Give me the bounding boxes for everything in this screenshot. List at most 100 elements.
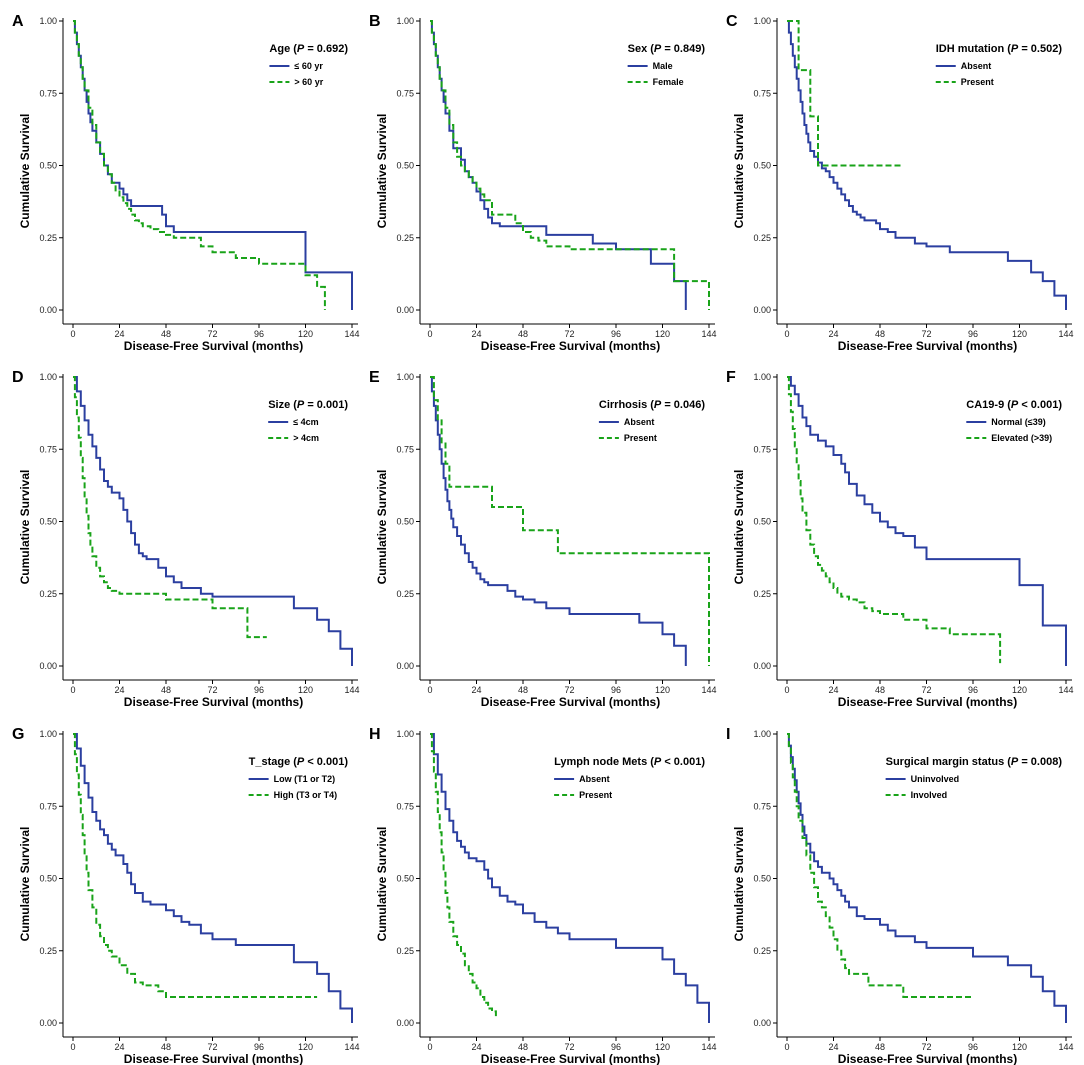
legend-title-part: P bbox=[654, 756, 662, 768]
y-tick-label: 0.50 bbox=[753, 874, 771, 884]
legend-label: ≤ 4cm bbox=[293, 417, 318, 427]
panel-letter-a: A bbox=[12, 13, 24, 30]
x-tick-label: 24 bbox=[114, 685, 124, 695]
x-tick-label: 120 bbox=[298, 329, 313, 339]
x-tick-label: 72 bbox=[207, 1042, 217, 1052]
y-axis-title: Cumulative Survival bbox=[732, 114, 746, 229]
y-axis-title: Cumulative Survival bbox=[375, 827, 389, 942]
panel-letter-f: F bbox=[726, 369, 736, 386]
legend-title-part: P bbox=[654, 43, 662, 55]
x-tick-label: 144 bbox=[1058, 685, 1073, 695]
y-tick-label: 0.75 bbox=[396, 444, 414, 454]
legend-label: Absent bbox=[961, 61, 992, 71]
survival-curve-solid bbox=[430, 733, 710, 1023]
y-tick-label: 0.50 bbox=[753, 161, 771, 171]
x-tick-label: 0 bbox=[784, 329, 789, 339]
x-tick-label: 24 bbox=[471, 685, 481, 695]
survival-curve-dashed bbox=[430, 733, 497, 1018]
x-axis-title: Disease-Free Survival (months) bbox=[124, 339, 303, 353]
legend-label: Female bbox=[653, 77, 684, 87]
x-axis-title: Disease-Free Survival (months) bbox=[124, 1052, 303, 1065]
panel-letter-i: I bbox=[726, 726, 730, 743]
survival-curve-dashed bbox=[430, 376, 710, 666]
y-tick-label: 0.25 bbox=[39, 946, 57, 956]
y-tick-label: 0.75 bbox=[396, 88, 414, 98]
x-tick-label: 48 bbox=[875, 329, 885, 339]
x-tick-label: 144 bbox=[1058, 1042, 1073, 1052]
x-tick-label: 0 bbox=[784, 685, 789, 695]
y-tick-label: 0.25 bbox=[753, 589, 771, 599]
x-tick-label: 144 bbox=[1058, 329, 1073, 339]
x-tick-label: 0 bbox=[70, 685, 75, 695]
x-tick-label: 48 bbox=[518, 685, 528, 695]
km-panel-a: A 0 24 48 72 96 120 144 0.00 0.25 0.50 0.75 1.00 Dise… bbox=[12, 13, 360, 353]
x-tick-label: 0 bbox=[784, 1042, 789, 1052]
y-tick-label: 1.00 bbox=[396, 729, 414, 739]
legend-title-part: Sex ( bbox=[628, 43, 655, 55]
x-tick-label: 120 bbox=[298, 685, 313, 695]
x-tick-label: 0 bbox=[70, 1042, 75, 1052]
x-tick-label: 72 bbox=[207, 685, 217, 695]
legend-title-part: = 0.849) bbox=[661, 43, 705, 55]
x-tick-label: 24 bbox=[828, 685, 838, 695]
y-tick-label: 0.75 bbox=[753, 801, 771, 811]
legend-title-part: P bbox=[1011, 399, 1019, 411]
y-tick-label: 0.75 bbox=[39, 444, 57, 454]
y-tick-label: 0.00 bbox=[753, 661, 771, 671]
y-tick-label: 1.00 bbox=[396, 372, 414, 382]
y-tick-label: 0.50 bbox=[753, 517, 771, 527]
y-tick-label: 0.25 bbox=[396, 946, 414, 956]
x-tick-label: 96 bbox=[968, 1042, 978, 1052]
x-tick-label: 96 bbox=[254, 329, 264, 339]
panel-letter-c: C bbox=[726, 13, 738, 30]
legend-label: Absent bbox=[624, 417, 655, 427]
x-tick-label: 120 bbox=[655, 329, 670, 339]
legend-title: T_stage (P < 0.001) bbox=[249, 756, 349, 768]
legend-title-part: P bbox=[297, 756, 305, 768]
y-tick-label: 0.25 bbox=[396, 589, 414, 599]
x-tick-label: 96 bbox=[254, 1042, 264, 1052]
survival-curve-solid bbox=[787, 376, 1067, 666]
y-tick-label: 0.25 bbox=[39, 233, 57, 243]
x-tick-label: 48 bbox=[875, 1042, 885, 1052]
y-tick-label: 0.75 bbox=[39, 801, 57, 811]
x-tick-label: 144 bbox=[701, 329, 716, 339]
legend-title-part: P bbox=[297, 399, 305, 411]
km-panel-b: B 0 24 48 72 96 120 144 0.00 0.25 0.50 0.75 1.00 Dise… bbox=[369, 13, 717, 353]
legend-title: Sex (P = 0.849) bbox=[628, 43, 706, 55]
y-tick-label: 0.50 bbox=[396, 161, 414, 171]
legend-label: > 60 yr bbox=[294, 77, 323, 87]
survival-curve-solid bbox=[430, 20, 687, 310]
y-tick-label: 0.00 bbox=[39, 305, 57, 315]
legend-title: Surgical margin status (P = 0.008) bbox=[886, 756, 1063, 768]
survival-curve-dashed bbox=[73, 20, 326, 310]
x-tick-label: 48 bbox=[161, 1042, 171, 1052]
legend-title-part: Age ( bbox=[269, 43, 297, 55]
y-axis-title: Cumulative Survival bbox=[18, 114, 32, 229]
km-panel-h: H 0 24 48 72 96 120 144 0.00 0.25 0.50 0.75 1.00 Dise… bbox=[369, 726, 717, 1065]
panel-letter-b: B bbox=[369, 13, 381, 30]
legend-title-part: P bbox=[1011, 756, 1019, 768]
x-axis-title: Disease-Free Survival (months) bbox=[838, 1052, 1017, 1065]
y-tick-label: 1.00 bbox=[753, 372, 771, 382]
x-tick-label: 24 bbox=[114, 329, 124, 339]
y-tick-label: 0.75 bbox=[396, 801, 414, 811]
x-tick-label: 0 bbox=[427, 1042, 432, 1052]
x-tick-label: 120 bbox=[655, 1042, 670, 1052]
y-tick-label: 0.00 bbox=[753, 305, 771, 315]
x-tick-label: 120 bbox=[298, 1042, 313, 1052]
x-tick-label: 120 bbox=[655, 685, 670, 695]
x-tick-label: 72 bbox=[921, 685, 931, 695]
legend-label: Involved bbox=[911, 790, 948, 800]
km-panel-g: G 0 24 48 72 96 120 144 0.00 0.25 0.50 0.75 1.00 Dise… bbox=[12, 726, 360, 1065]
y-tick-label: 0.25 bbox=[753, 946, 771, 956]
survival-curve-solid bbox=[787, 733, 1067, 1023]
x-tick-label: 144 bbox=[344, 685, 359, 695]
panel-letter-d: D bbox=[12, 369, 24, 386]
legend-label: Elevated (>39) bbox=[991, 433, 1052, 443]
x-tick-label: 72 bbox=[564, 329, 574, 339]
y-tick-label: 0.50 bbox=[396, 874, 414, 884]
x-tick-label: 144 bbox=[701, 685, 716, 695]
km-panel-f: F 0 24 48 72 96 120 144 0.00 0.25 0.50 0.75 1.00 Dise… bbox=[726, 369, 1074, 709]
legend-label: Low (T1 or T2) bbox=[274, 774, 336, 784]
